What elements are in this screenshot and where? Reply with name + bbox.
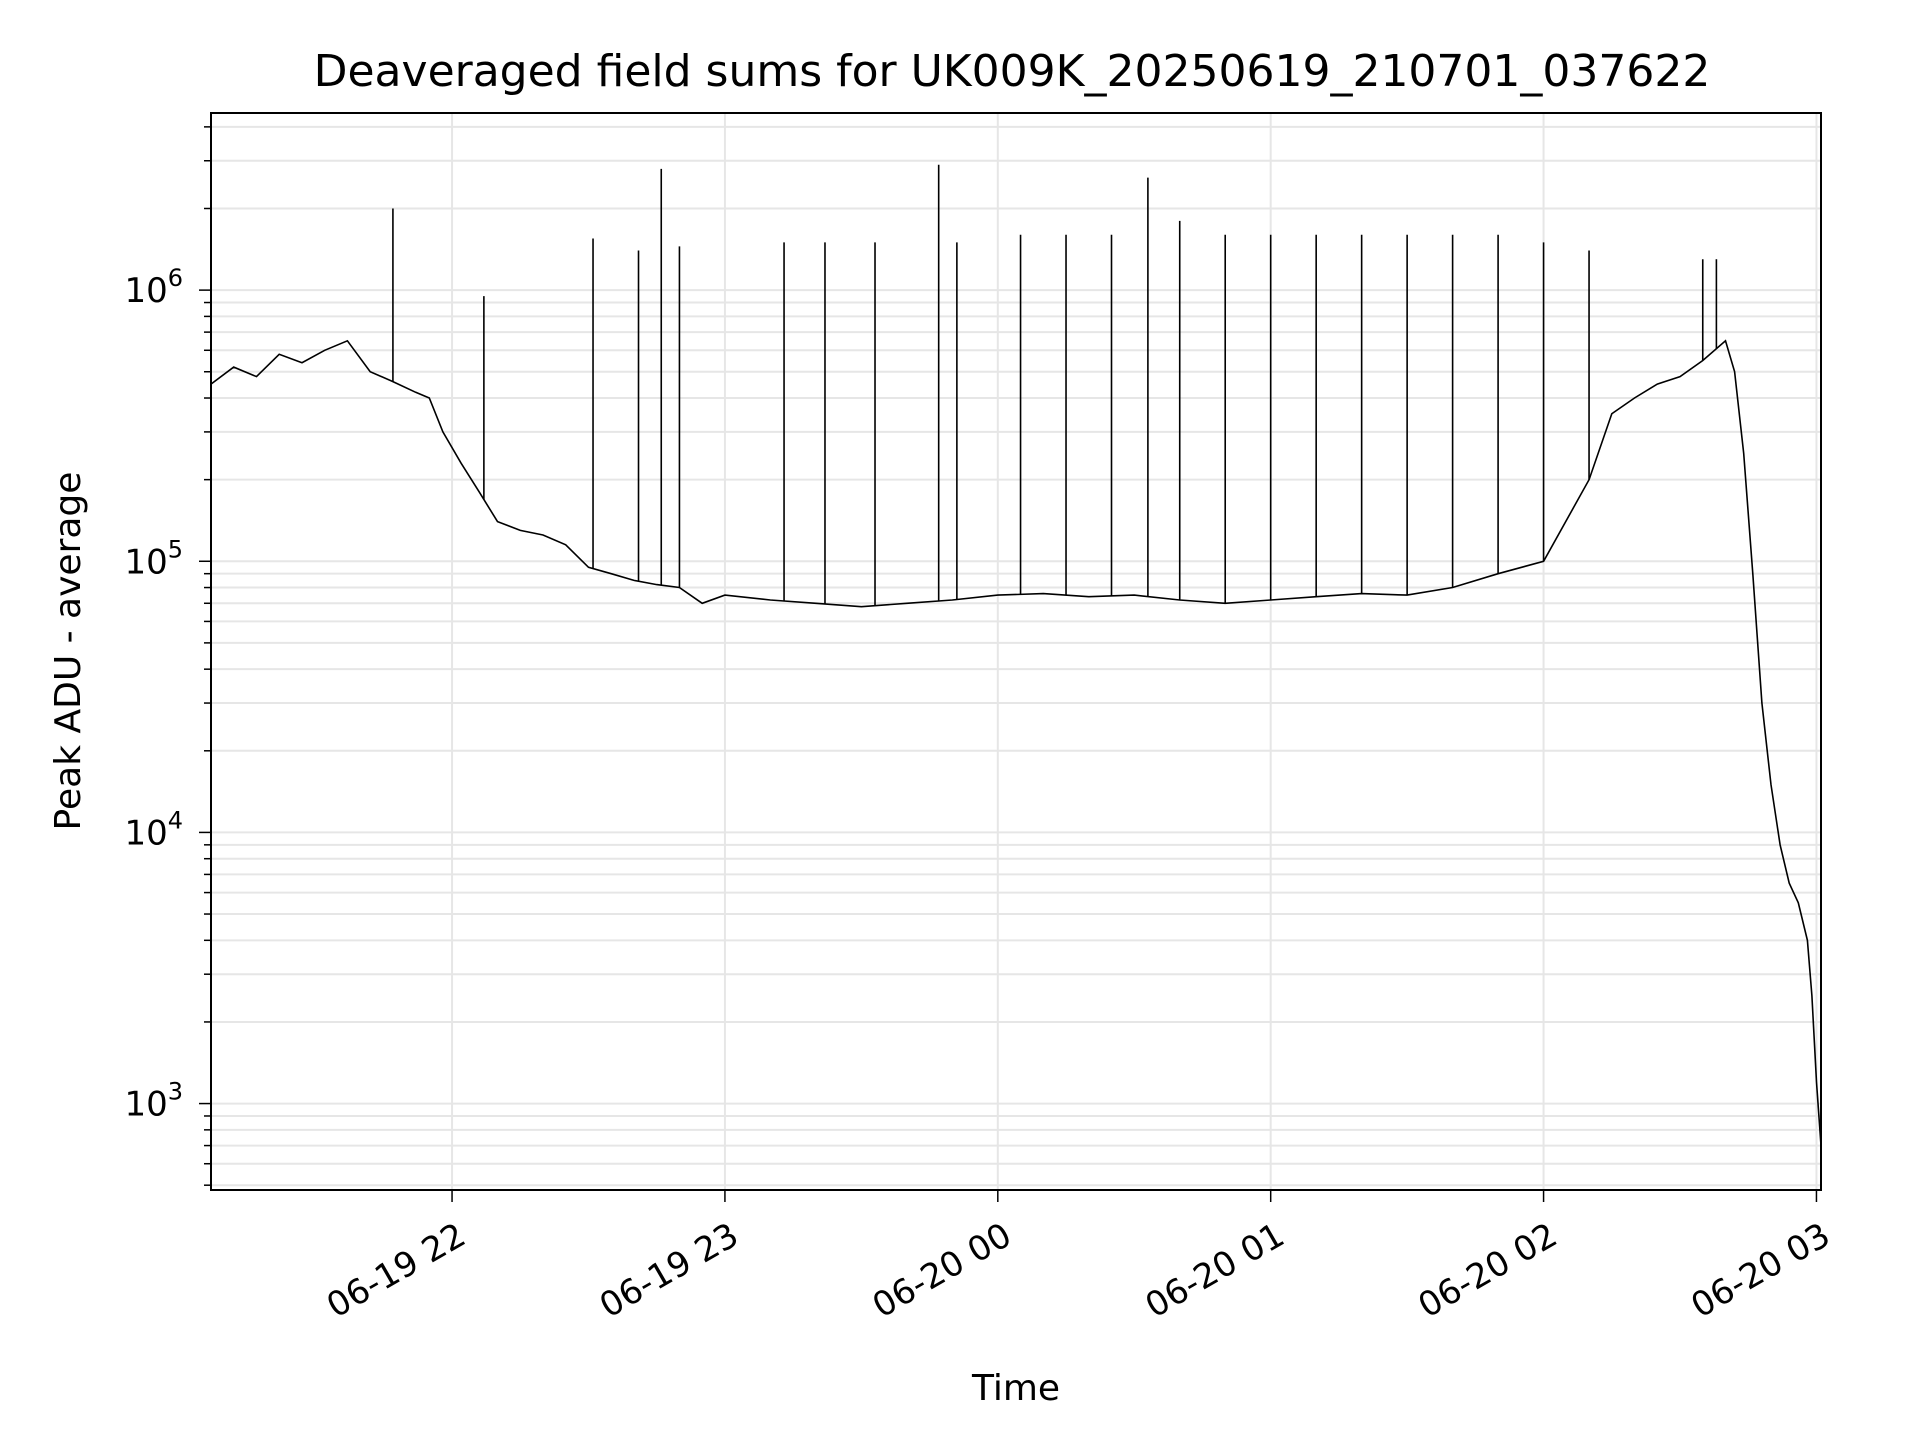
- y-tick-label: 105: [124, 535, 183, 582]
- y-tick-label: 104: [124, 806, 183, 853]
- y-tick-label: 106: [124, 264, 183, 311]
- y-axis: 103 104 105 106: [124, 126, 211, 1186]
- x-axis-label: Time: [971, 1368, 1060, 1409]
- y-axis-label: Peak ADU - average: [48, 472, 89, 831]
- plot-frame: [210, 112, 1822, 1191]
- grid: [211, 113, 1821, 1190]
- chart-title: Deaveraged field sums for UK009K_2025061…: [314, 46, 1711, 97]
- series-spikes: [392, 164, 1718, 606]
- y-tick-label: 103: [124, 1078, 183, 1125]
